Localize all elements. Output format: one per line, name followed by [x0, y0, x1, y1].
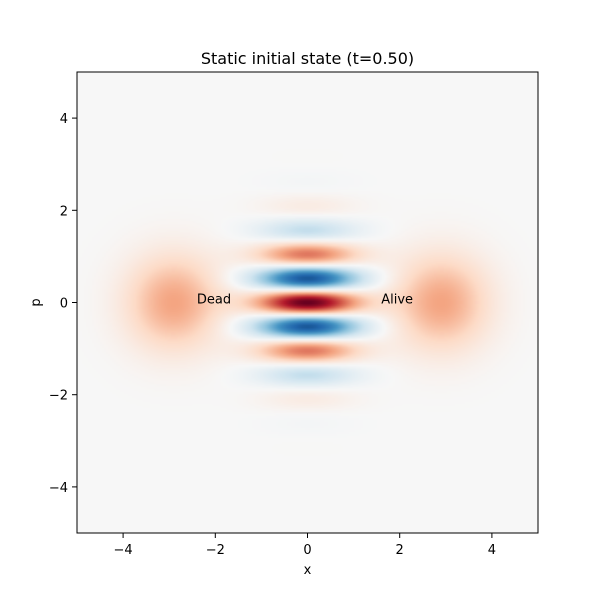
- y-axis-label: p: [29, 298, 44, 306]
- chart-title: Static initial state (t=0.50): [201, 49, 414, 68]
- x-tick-label: 0: [303, 543, 311, 558]
- x-tick-label: −4: [114, 543, 133, 558]
- plot-area: Dead Alive: [76, 71, 539, 534]
- y-tick-label: 4: [60, 112, 68, 127]
- y-axis-ticks: −4 −2 0 2 4: [49, 112, 77, 496]
- y-tick-label: −4: [49, 481, 68, 496]
- x-tick-label: 2: [396, 543, 404, 558]
- heatmap-image: [77, 72, 538, 533]
- y-tick-label: −2: [49, 389, 68, 404]
- x-axis-ticks: −4 −2 0 2 4: [114, 533, 496, 558]
- x-tick-label: −2: [206, 543, 225, 558]
- x-tick-label: 4: [488, 543, 496, 558]
- annotations: Dead Alive: [197, 293, 413, 308]
- y-tick-label: 0: [60, 297, 68, 312]
- annotation-dead: Dead: [197, 293, 231, 308]
- x-axis-label: x: [304, 563, 312, 578]
- y-tick-label: 2: [60, 204, 68, 219]
- annotation-alive: Alive: [381, 293, 413, 308]
